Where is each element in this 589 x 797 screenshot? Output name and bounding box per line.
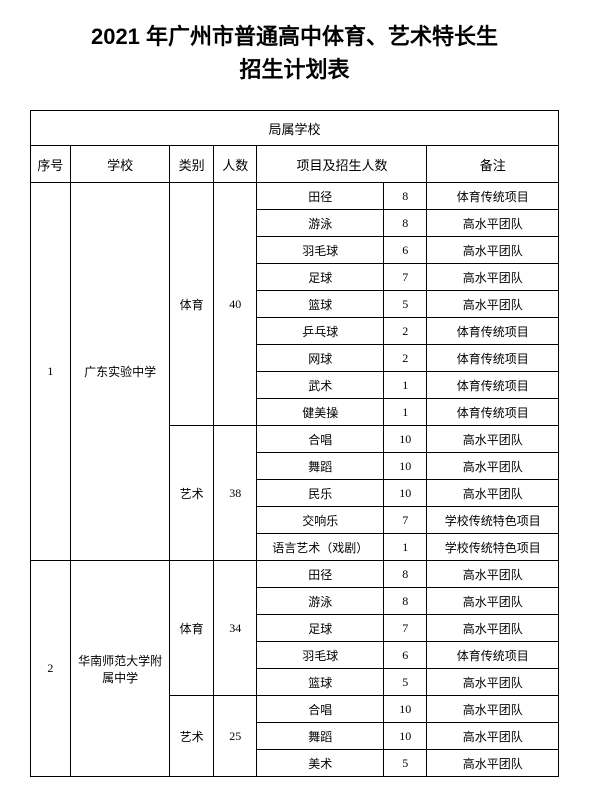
cell-category: 体育	[170, 183, 214, 426]
cell-note: 体育传统项目	[427, 318, 559, 345]
cell-note: 高水平团队	[427, 426, 559, 453]
title-line2: 招生计划表	[239, 57, 349, 82]
cell-num: 7	[384, 615, 427, 642]
cell-category: 艺术	[170, 426, 214, 561]
cell-note: 高水平团队	[427, 669, 559, 696]
cell-num: 10	[384, 426, 427, 453]
cell-item: 篮球	[257, 669, 384, 696]
cell-count: 40	[213, 183, 257, 426]
cell-item: 羽毛球	[257, 642, 384, 669]
cell-num: 5	[384, 669, 427, 696]
cell-item: 田径	[257, 561, 384, 588]
cell-item: 舞蹈	[257, 723, 384, 750]
cell-note: 高水平团队	[427, 561, 559, 588]
cell-item: 舞蹈	[257, 453, 384, 480]
cell-item: 民乐	[257, 480, 384, 507]
cell-count: 25	[213, 696, 257, 777]
section-header: 局属学校	[31, 111, 559, 146]
cell-note: 高水平团队	[427, 237, 559, 264]
cell-num: 8	[384, 210, 427, 237]
cell-school: 广东实验中学	[70, 183, 170, 561]
cell-item: 武术	[257, 372, 384, 399]
cell-seq: 1	[31, 183, 71, 561]
table-row: 2 华南师范大学附属中学 体育 34 田径 8 高水平团队	[31, 561, 559, 588]
cell-item: 足球	[257, 264, 384, 291]
cell-seq: 2	[31, 561, 71, 777]
cell-num: 5	[384, 291, 427, 318]
header-items: 项目及招生人数	[257, 146, 427, 183]
cell-num: 10	[384, 453, 427, 480]
cell-item: 田径	[257, 183, 384, 210]
cell-note: 学校传统特色项目	[427, 507, 559, 534]
cell-item: 交响乐	[257, 507, 384, 534]
cell-item: 健美操	[257, 399, 384, 426]
cell-num: 6	[384, 642, 427, 669]
cell-num: 8	[384, 588, 427, 615]
cell-item: 语言艺术（戏剧）	[257, 534, 384, 561]
cell-note: 高水平团队	[427, 453, 559, 480]
cell-num: 10	[384, 696, 427, 723]
cell-note: 高水平团队	[427, 210, 559, 237]
cell-item: 合唱	[257, 426, 384, 453]
cell-note: 高水平团队	[427, 723, 559, 750]
cell-num: 7	[384, 507, 427, 534]
cell-note: 体育传统项目	[427, 345, 559, 372]
cell-num: 10	[384, 480, 427, 507]
cell-item: 足球	[257, 615, 384, 642]
cell-note: 高水平团队	[427, 750, 559, 777]
cell-item: 美术	[257, 750, 384, 777]
cell-num: 1	[384, 399, 427, 426]
cell-note: 高水平团队	[427, 480, 559, 507]
cell-note: 高水平团队	[427, 615, 559, 642]
cell-num: 1	[384, 534, 427, 561]
header-note: 备注	[427, 146, 559, 183]
cell-note: 高水平团队	[427, 588, 559, 615]
cell-num: 7	[384, 264, 427, 291]
cell-num: 2	[384, 345, 427, 372]
cell-item: 篮球	[257, 291, 384, 318]
cell-item: 网球	[257, 345, 384, 372]
cell-item: 合唱	[257, 696, 384, 723]
cell-category: 体育	[170, 561, 214, 696]
cell-school: 华南师范大学附属中学	[70, 561, 170, 777]
cell-num: 2	[384, 318, 427, 345]
cell-num: 6	[384, 237, 427, 264]
cell-num: 1	[384, 372, 427, 399]
page-title: 2021 年广州市普通高中体育、艺术特长生 招生计划表	[30, 20, 559, 86]
header-seq: 序号	[31, 146, 71, 183]
cell-note: 高水平团队	[427, 264, 559, 291]
cell-num: 10	[384, 723, 427, 750]
cell-count: 34	[213, 561, 257, 696]
cell-item: 乒乓球	[257, 318, 384, 345]
cell-num: 8	[384, 561, 427, 588]
cell-note: 体育传统项目	[427, 399, 559, 426]
header-school: 学校	[70, 146, 170, 183]
cell-item: 游泳	[257, 210, 384, 237]
header-count: 人数	[213, 146, 257, 183]
cell-item: 羽毛球	[257, 237, 384, 264]
cell-note: 体育传统项目	[427, 642, 559, 669]
cell-note: 高水平团队	[427, 696, 559, 723]
cell-note: 体育传统项目	[427, 372, 559, 399]
cell-category: 艺术	[170, 696, 214, 777]
cell-num: 8	[384, 183, 427, 210]
header-category: 类别	[170, 146, 214, 183]
table-header-row: 序号 学校 类别 人数 项目及招生人数 备注	[31, 146, 559, 183]
cell-num: 5	[384, 750, 427, 777]
cell-note: 体育传统项目	[427, 183, 559, 210]
cell-note: 高水平团队	[427, 291, 559, 318]
table-row: 1 广东实验中学 体育 40 田径 8 体育传统项目	[31, 183, 559, 210]
enrollment-table: 局属学校 序号 学校 类别 人数 项目及招生人数 备注 1 广东实验中学 体育 …	[30, 110, 559, 777]
title-line1: 2021 年广州市普通高中体育、艺术特长生	[91, 24, 498, 49]
cell-note: 学校传统特色项目	[427, 534, 559, 561]
cell-count: 38	[213, 426, 257, 561]
cell-item: 游泳	[257, 588, 384, 615]
